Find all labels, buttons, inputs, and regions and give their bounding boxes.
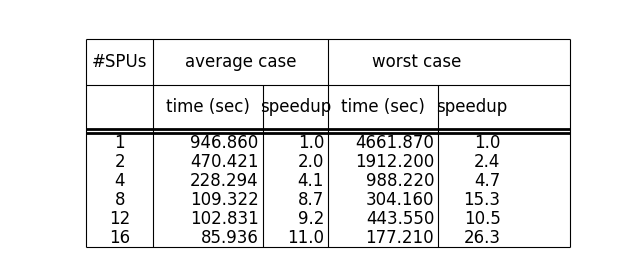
Text: 1.0: 1.0	[298, 134, 324, 152]
Text: 2: 2	[115, 153, 125, 171]
Text: speedup: speedup	[436, 98, 507, 116]
Text: 4.1: 4.1	[298, 172, 324, 190]
Text: 304.160: 304.160	[365, 191, 434, 209]
Text: 8: 8	[115, 191, 125, 209]
Text: 10.5: 10.5	[464, 210, 500, 228]
Text: 443.550: 443.550	[366, 210, 434, 228]
Text: 470.421: 470.421	[190, 153, 259, 171]
Text: 2.0: 2.0	[298, 153, 324, 171]
Text: 1: 1	[115, 134, 125, 152]
Text: 4: 4	[115, 172, 125, 190]
Text: 4.7: 4.7	[474, 172, 500, 190]
Text: average case: average case	[185, 53, 296, 71]
Text: speedup: speedup	[260, 98, 331, 116]
Text: 102.831: 102.831	[190, 210, 259, 228]
Text: 2.4: 2.4	[474, 153, 500, 171]
Text: #SPUs: #SPUs	[92, 53, 147, 71]
Text: time (sec): time (sec)	[341, 98, 425, 116]
Text: 12: 12	[109, 210, 131, 228]
Text: 946.860: 946.860	[190, 134, 259, 152]
Text: 228.294: 228.294	[190, 172, 259, 190]
Text: 1912.200: 1912.200	[355, 153, 434, 171]
Text: 11.0: 11.0	[287, 228, 324, 247]
Text: worst case: worst case	[372, 53, 461, 71]
Text: 16: 16	[109, 228, 131, 247]
Text: 988.220: 988.220	[365, 172, 434, 190]
Text: 4661.870: 4661.870	[355, 134, 434, 152]
Text: 1.0: 1.0	[474, 134, 500, 152]
Text: 15.3: 15.3	[463, 191, 500, 209]
Text: 109.322: 109.322	[190, 191, 259, 209]
Text: time (sec): time (sec)	[166, 98, 250, 116]
Text: 26.3: 26.3	[463, 228, 500, 247]
Text: 8.7: 8.7	[298, 191, 324, 209]
Text: 85.936: 85.936	[201, 228, 259, 247]
Text: 9.2: 9.2	[298, 210, 324, 228]
Text: 177.210: 177.210	[365, 228, 434, 247]
